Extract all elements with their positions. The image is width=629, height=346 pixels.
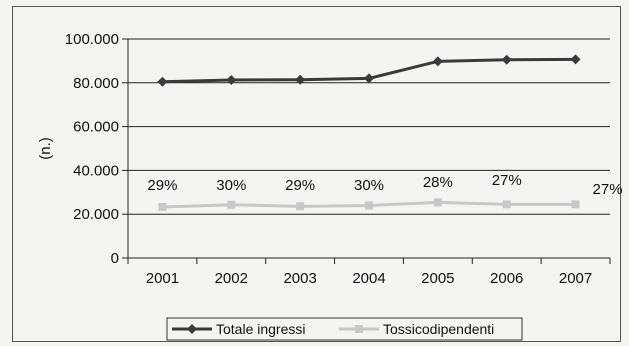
- y-tick-label: 80.000: [73, 75, 119, 92]
- data-point: [501, 54, 512, 65]
- y-axis-label: (n.): [37, 137, 54, 160]
- x-tick-label: 2006: [490, 270, 523, 287]
- chart-frame: [12, 6, 621, 342]
- y-tick-label: 60.000: [73, 119, 119, 136]
- x-tick-labels: 2001 2002 2003 2004 2005 2006 2007: [146, 270, 593, 287]
- data-point: [433, 198, 442, 207]
- y-tick-labels: 0 20.000 40.000 60.000 80.000 100.000: [65, 31, 119, 267]
- y-tick-label: 20.000: [73, 206, 119, 223]
- data-label: 29%: [147, 177, 177, 194]
- data-point: [364, 73, 374, 84]
- x-tick-label: 2003: [283, 270, 316, 287]
- data-point: [295, 74, 306, 85]
- legend-swatch-marker: [187, 324, 197, 334]
- data-label: 30%: [354, 177, 384, 194]
- legend: Totale ingressi Tossicodipendenti: [166, 317, 523, 341]
- y-tick-label: 40.000: [73, 162, 119, 179]
- data-point: [296, 202, 305, 211]
- series-group: [157, 54, 581, 211]
- y-tick-label: 100.000: [65, 31, 119, 48]
- x-tick-label: 2002: [215, 270, 248, 287]
- x-tick-label: 2005: [421, 270, 454, 287]
- gridlines: [128, 38, 610, 215]
- legend-label: Tossicodipendenti: [383, 321, 494, 337]
- data-labels: 29% 30% 29% 30% 28% 27% 27%: [147, 172, 622, 198]
- data-point: [157, 76, 168, 87]
- x-tick-label: 2007: [559, 270, 592, 287]
- data-label: 30%: [216, 177, 246, 194]
- data-point: [571, 200, 580, 209]
- data-label: 27%: [593, 181, 623, 198]
- data-label: 28%: [423, 174, 453, 191]
- data-point: [502, 200, 511, 209]
- legend-swatch-marker: [355, 325, 363, 333]
- data-point: [226, 74, 237, 85]
- data-label: 27%: [492, 172, 522, 189]
- data-point: [227, 200, 236, 209]
- y-tick-label: 0: [111, 250, 119, 267]
- legend-label: Totale ingressi: [216, 321, 306, 337]
- axes: [122, 38, 611, 264]
- data-point: [432, 56, 443, 67]
- data-point: [158, 202, 167, 211]
- data-point: [365, 201, 373, 210]
- data-point: [570, 54, 581, 65]
- data-label: 29%: [285, 177, 315, 194]
- x-tick-label: 2004: [352, 270, 385, 287]
- x-tick-label: 2001: [146, 270, 179, 287]
